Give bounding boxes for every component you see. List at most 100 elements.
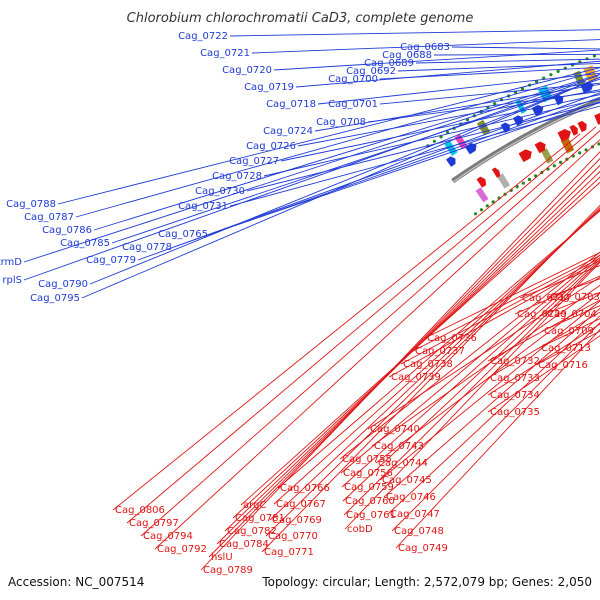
gene-label: Cag_0735 <box>490 407 540 418</box>
gene-label: Cag_0701 <box>328 99 378 110</box>
backbone-highlight <box>452 100 600 183</box>
gene-label: Cag_0719 <box>244 82 294 93</box>
gene-label: Cag_0734 <box>490 390 540 401</box>
leader-line <box>451 46 600 50</box>
gene-label: rplS <box>2 275 22 286</box>
gene-label: Cag_0771 <box>264 547 314 558</box>
gene-label: argC <box>243 500 266 511</box>
leader-line <box>173 96 600 248</box>
leader-line <box>344 261 600 530</box>
leader-line <box>415 58 600 64</box>
inner-dot <box>578 151 582 155</box>
inner-dot <box>485 204 489 208</box>
gene-label: Cag_0731 <box>178 201 228 212</box>
outer-dot <box>465 118 470 122</box>
gene-label: Cag_0795 <box>30 293 80 304</box>
gene-label: Cag_0781 <box>235 513 285 524</box>
leader-line <box>224 170 600 532</box>
forward-gene-arrow <box>569 124 578 136</box>
feature-block <box>560 137 575 154</box>
gene-label: Cag_0736 <box>427 333 477 344</box>
genome-summary-text: Topology: circular; Length: 2,572,079 bp… <box>261 575 592 589</box>
leader-line <box>297 89 600 147</box>
leader-line <box>391 322 600 532</box>
gene-label: Cag_0692 <box>346 66 396 77</box>
leader-line <box>340 254 600 474</box>
gene-label: Cag_0744 <box>378 458 428 469</box>
gene-label: hslU <box>211 552 233 563</box>
gene-label: Cag_0784 <box>219 539 269 550</box>
inner-dot <box>474 212 478 216</box>
gene-label: Cag_0689 <box>364 58 414 69</box>
map-title: Chlorobium chlorochromatii CaD3, complet… <box>127 11 474 26</box>
leader-line <box>367 91 600 123</box>
gene-labels: Cag_0683Cag_0688Cag_0689Cag_0692Cag_0700… <box>0 31 600 576</box>
gene-label: Cag_0756 <box>343 468 393 479</box>
gene-label: Cag_0755 <box>342 454 392 465</box>
outer-dot <box>439 135 443 139</box>
gene-label: Cag_0716 <box>538 360 588 371</box>
gene-label: Cag_0729 <box>517 309 567 320</box>
leader-line <box>295 60 600 88</box>
gene-label: Cag_0778 <box>122 242 172 253</box>
gene-label: Cag_0788 <box>6 199 56 210</box>
forward-gene-arrow <box>594 112 600 125</box>
leader-line <box>208 158 600 558</box>
leader-line <box>75 69 600 218</box>
inner-dot <box>559 160 563 164</box>
leader-line <box>342 258 600 502</box>
gene-label: Cag_0782 <box>227 526 277 537</box>
leader-line <box>273 49 600 71</box>
forward-gene-arrow <box>577 120 587 133</box>
gene-label: Cag_0790 <box>38 279 88 290</box>
leader-line <box>261 204 600 553</box>
gene-label: Cag_0743 <box>374 441 424 452</box>
forward-gene-arrow <box>500 122 510 133</box>
gene-label: Cag_0767 <box>276 499 326 510</box>
gene-label: Cag_0806 <box>115 505 165 516</box>
gene-label: Cag_0713 <box>541 343 591 354</box>
outer-dot <box>432 139 436 143</box>
leader-line <box>395 328 600 549</box>
gene-label: Cag_0765 <box>158 229 208 240</box>
leader-line <box>23 80 587 281</box>
gene-label: trmD <box>0 257 22 268</box>
leader-line <box>379 82 600 105</box>
inner-dot <box>597 142 600 146</box>
gene-label: Cag_0717 <box>522 293 572 304</box>
feature-block <box>476 119 491 136</box>
gene-label: Cag_0700 <box>328 74 378 85</box>
gene-label: Cag_0724 <box>263 126 313 137</box>
gene-label: Cag_0739 <box>391 372 441 383</box>
gene-label: Cag_0761 <box>346 510 396 521</box>
outer-dot <box>520 87 525 91</box>
gene-label: Cag_0738 <box>403 359 453 370</box>
inner-dot <box>479 208 483 212</box>
leader-line <box>216 164 600 545</box>
leader-line <box>89 76 600 285</box>
leader-line <box>140 130 600 537</box>
gene-label: Cag_0787 <box>24 212 74 223</box>
outer-dot <box>592 54 597 58</box>
leader-line <box>273 209 600 505</box>
forward-gene-arrow <box>518 149 532 163</box>
gene-label: cobD <box>347 524 373 535</box>
gene-label: Cag_0709 <box>544 326 594 337</box>
backbone-ring <box>451 97 600 184</box>
leader-line <box>126 126 597 524</box>
leader-line <box>93 73 600 231</box>
gene-label: Cag_0748 <box>394 526 444 537</box>
forward-gene-arrow <box>491 167 501 178</box>
leader-line <box>232 176 600 519</box>
gene-label: Cag_0794 <box>143 531 193 542</box>
gene-label: Cag_0688 <box>382 50 432 61</box>
forward-gene-arrow <box>446 156 456 167</box>
leader-line <box>339 251 600 460</box>
leader-line <box>387 315 600 515</box>
leader-line <box>487 299 600 362</box>
outer-dot <box>585 57 589 61</box>
leader-line <box>424 251 600 339</box>
forward-gene-arrow <box>557 129 571 142</box>
leader-line <box>154 139 600 550</box>
